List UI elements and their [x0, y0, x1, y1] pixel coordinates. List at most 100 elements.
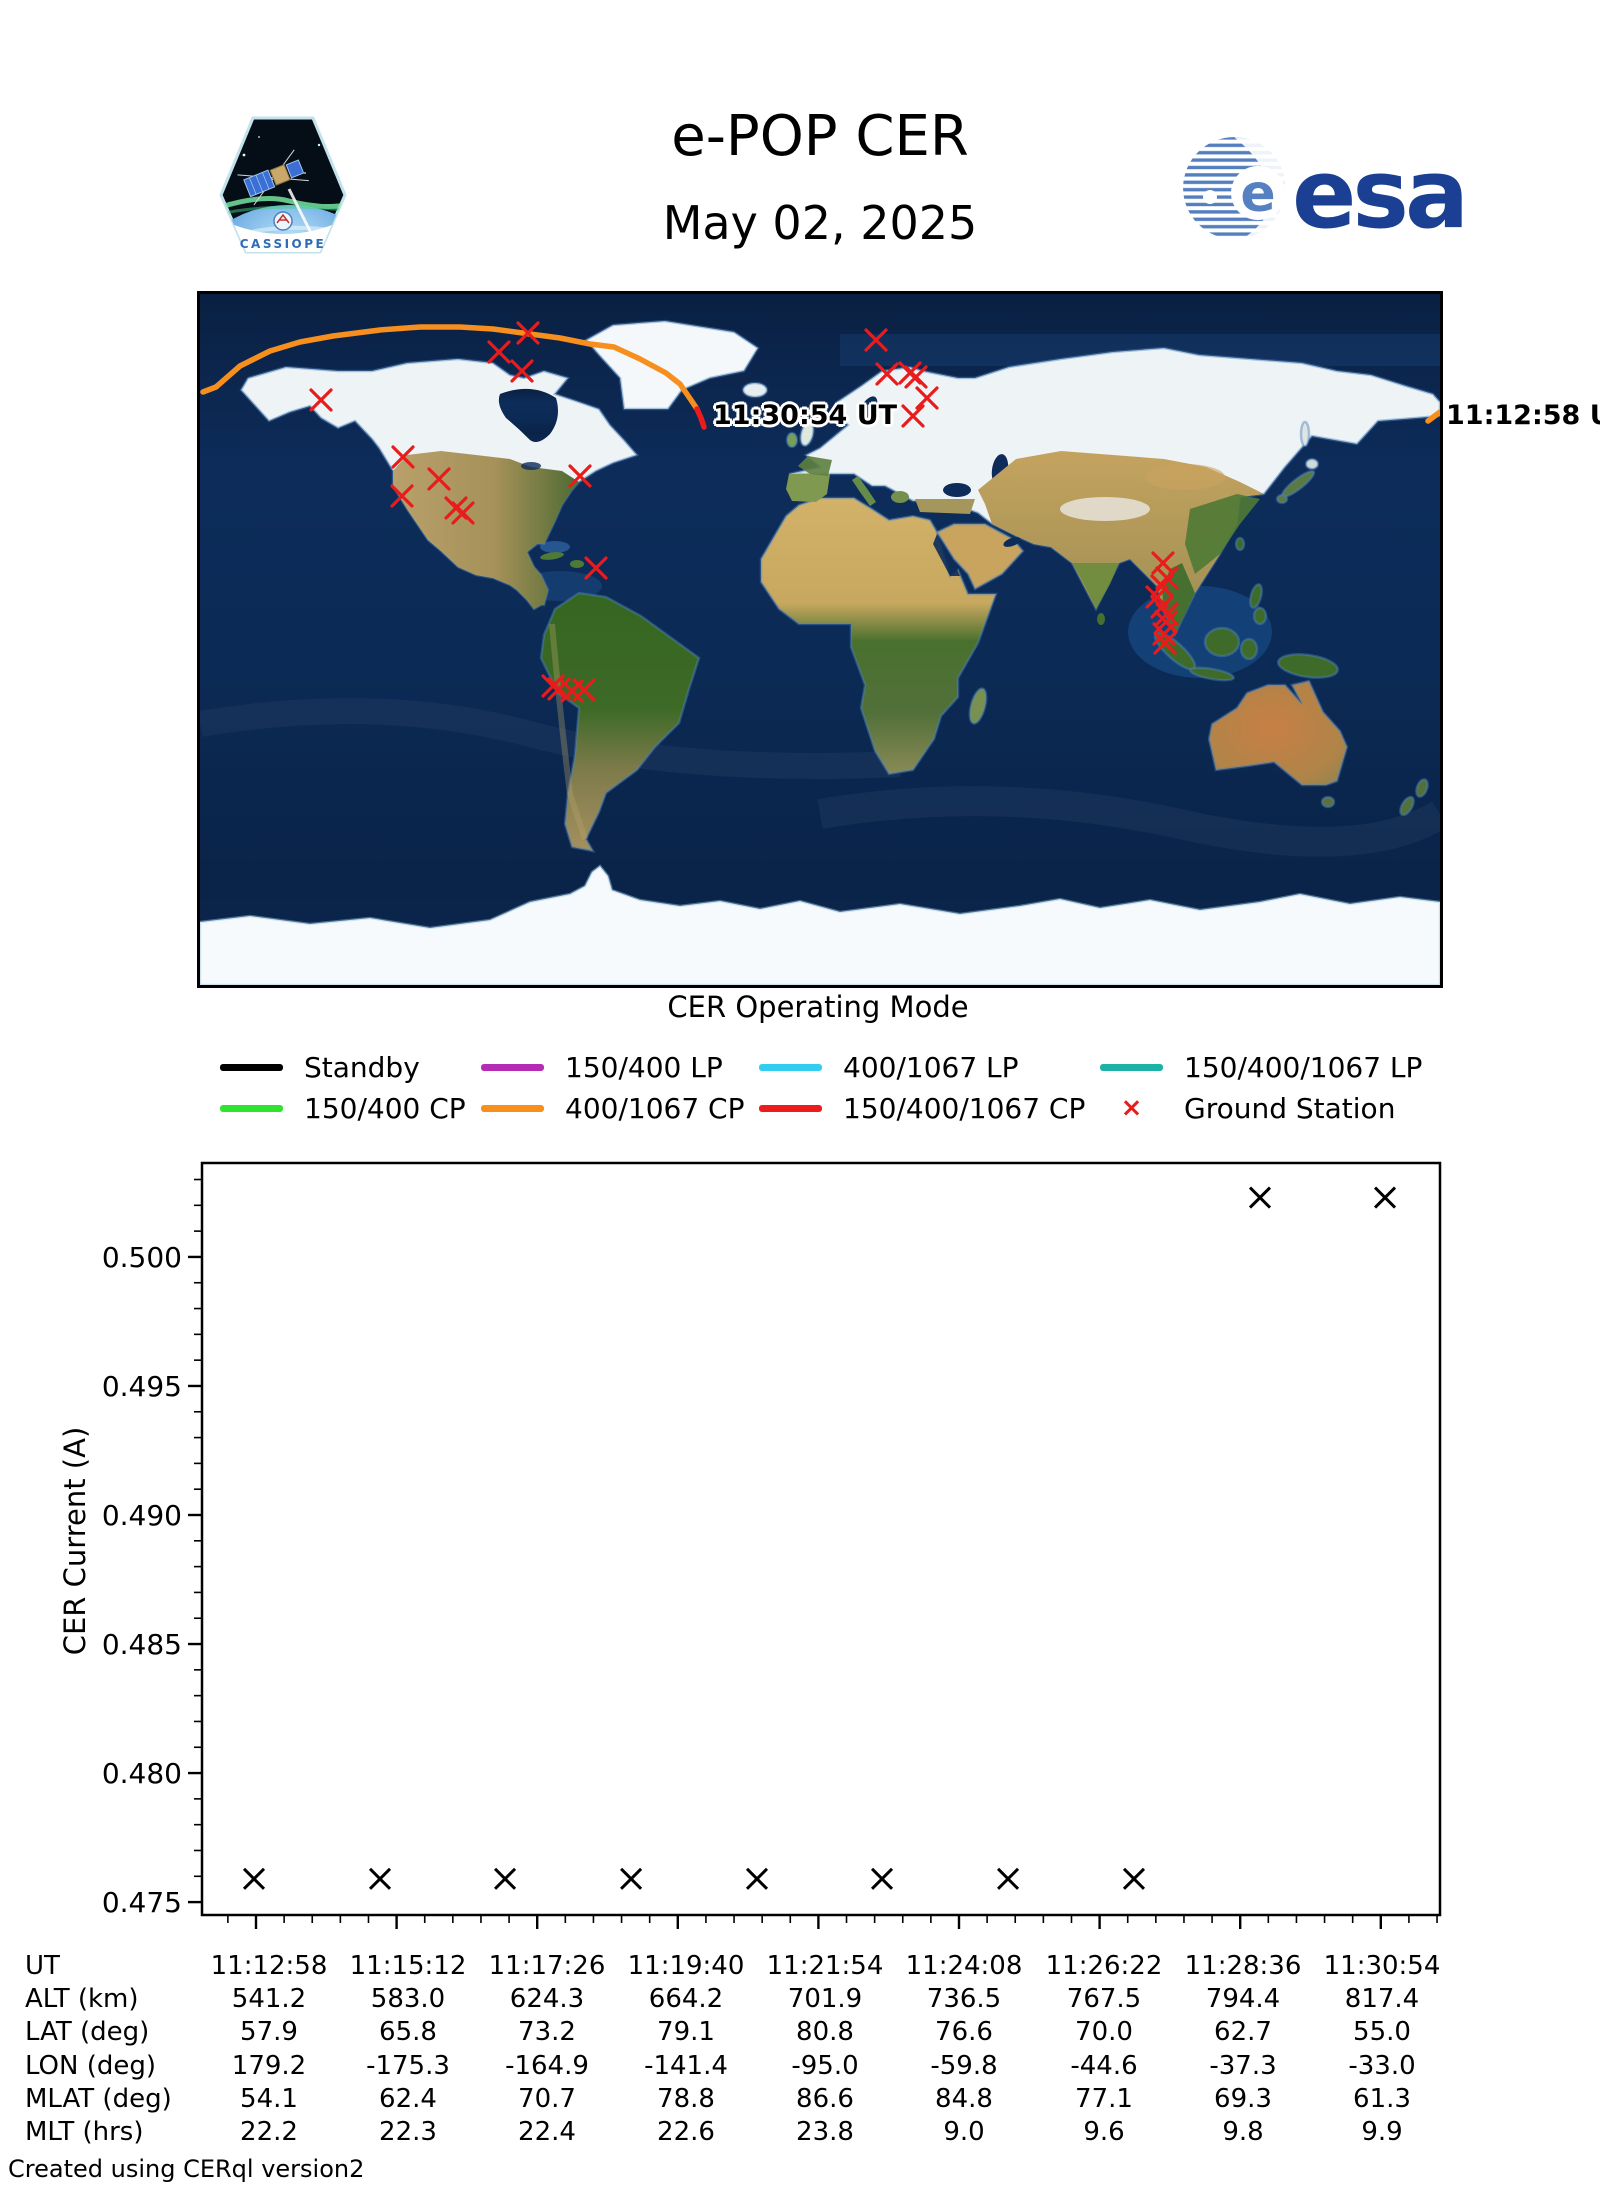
- ground-station-marker: [516, 321, 540, 345]
- table-row-label: UT: [25, 1951, 60, 1981]
- world-map: 11:30:54 UT 11:12:58 UT: [197, 291, 1600, 988]
- y-tick-label: 0.500: [102, 1241, 182, 1274]
- legend-label: 150/400 CP: [304, 1091, 466, 1125]
- patch-satellite: [237, 149, 309, 206]
- ephemeris-table: UT 11:12:58 11:15:12 11:17:26 11:19:40 11:21:…: [0, 1951, 1600, 2156]
- scatter-points: [242, 1186, 1397, 1890]
- table-row: ALT (km) 541.2 583.0 624.3 664.2 701.9 736.5 76…: [0, 1984, 1600, 2017]
- ground-station-marker: [1153, 631, 1177, 655]
- ground-station-marker: [568, 464, 592, 488]
- scatter-point: [242, 1867, 266, 1890]
- ground-station-marker: [390, 484, 414, 508]
- scatter-point: [870, 1867, 894, 1890]
- scatter-point: [494, 1867, 517, 1890]
- table-cell: 541.2: [231, 1984, 307, 2015]
- scatter-point: [1122, 1867, 1146, 1890]
- table-cell: 664.2: [648, 1984, 724, 2015]
- ground-station-marker: [875, 362, 899, 386]
- table-row: MLAT (deg) 54.1 62.4 70.7 78.8 86.6 84.8 77.1 69…: [0, 2084, 1600, 2117]
- y-tick-label: 0.490: [102, 1499, 182, 1532]
- legend-item: 400/1067 LP: [759, 1050, 1019, 1084]
- y-tick-label: 0.495: [102, 1370, 182, 1403]
- legend-item: 150/400/1067 LP: [1100, 1050, 1422, 1084]
- table-cell: 57.9: [240, 2017, 298, 2048]
- legend-title: CER Operating Mode: [667, 990, 969, 1024]
- legend-item: 150/400 LP: [481, 1050, 723, 1084]
- table-row: MLT (hrs) 22.2 22.3 22.4 22.6 23.8 9.0 9.6 9.8 9.…: [0, 2117, 1600, 2150]
- scatter-point: [620, 1867, 643, 1890]
- table-cell: 78.8: [657, 2083, 715, 2114]
- patch-title: CASSIOPE: [240, 237, 327, 251]
- table-cell: 9.8: [1222, 2117, 1264, 2147]
- table-cell: 11:12:58: [210, 1951, 328, 1981]
- table-cell: 11:26:22: [1045, 1951, 1163, 1981]
- table-cell: 76.6: [935, 2017, 993, 2048]
- esa-e-disc: [1231, 166, 1285, 220]
- table-row-label: LON (deg): [25, 2050, 157, 2081]
- page-title: e-POP CER: [671, 104, 969, 169]
- table-cell: 11:30:54: [1323, 1951, 1441, 1981]
- table-cell: 9.0: [943, 2117, 985, 2147]
- world-map-svg: [200, 294, 1440, 985]
- table-cell: -164.9: [505, 2050, 589, 2081]
- table-cell: 54.1: [240, 2083, 298, 2114]
- esa-logo: e esa: [1182, 135, 1472, 250]
- legend-line-swatch: [220, 1063, 283, 1071]
- ground-station-marker: [1155, 602, 1179, 626]
- legend-item: 150/400/1067 CP: [759, 1091, 1085, 1125]
- legend-label: Standby: [304, 1050, 420, 1084]
- ground-station-icon: ×: [1120, 1093, 1143, 1123]
- table-cell: 22.4: [518, 2117, 576, 2147]
- legend-label: 400/1067 LP: [843, 1050, 1019, 1084]
- legend-label: Ground Station: [1184, 1091, 1396, 1125]
- ground-station-marker: [584, 556, 608, 580]
- table-cell: -175.3: [366, 2050, 450, 2081]
- table-cell: 11:28:36: [1184, 1951, 1302, 1981]
- footer-credit: Created using CERql version2: [8, 2155, 365, 2183]
- table-cell: 55.0: [1353, 2017, 1411, 2048]
- table-cell: 583.0: [370, 1984, 446, 2015]
- table-row: LAT (deg) 57.9 65.8 73.2 79.1 80.8 76.6 70.0 62.…: [0, 2017, 1600, 2050]
- legend-item: Standby: [220, 1050, 420, 1084]
- table-row-label: MLT (hrs): [25, 2117, 144, 2147]
- ground-station-marker: [391, 445, 415, 469]
- table-cell: 62.7: [1214, 2017, 1272, 2048]
- esa-e-glyph: e: [1240, 164, 1275, 224]
- ground-station-marker: [309, 388, 333, 412]
- ground-station-marker: [510, 359, 534, 383]
- ground-station-marker: [427, 467, 451, 491]
- table-cell: 23.8: [796, 2117, 854, 2147]
- table-row: UT 11:12:58 11:15:12 11:17:26 11:19:40 11:21:…: [0, 1951, 1600, 1984]
- scatter-point: [1373, 1186, 1397, 1209]
- ground-station-marker: [915, 386, 939, 410]
- patch-band: [234, 225, 332, 252]
- continents: [200, 319, 1440, 985]
- mission-patch: CASSIOPE: [219, 115, 347, 255]
- ground-station-marker: [1150, 574, 1174, 598]
- table-cell: 179.2: [231, 2050, 307, 2081]
- ground-station-marker: [901, 404, 925, 428]
- legend-label: 150/400/1067 CP: [843, 1091, 1086, 1125]
- y-tick-label: 0.485: [102, 1628, 182, 1661]
- table-cell: 701.9: [787, 1984, 863, 2015]
- ground-station-marker: [904, 365, 928, 389]
- table-cell: -59.8: [930, 2050, 998, 2081]
- table-cell: 11:15:12: [349, 1951, 467, 1981]
- table-cell: 736.5: [926, 1984, 1002, 2015]
- y-tick-label: 0.475: [102, 1886, 182, 1919]
- legend-line-swatch: [220, 1104, 283, 1112]
- table-cell: -44.6: [1070, 2050, 1138, 2081]
- ground-station-marker: [572, 678, 596, 702]
- table-row-label: ALT (km): [25, 1984, 139, 2015]
- legend-row-0: Standby 150/400 LP 400/1067 LP 150/400/1067…: [0, 1050, 1600, 1084]
- plot-border: [200, 1161, 1442, 1917]
- table-cell: 22.6: [657, 2117, 715, 2147]
- table-cell: 61.3: [1353, 2083, 1411, 2114]
- legend-item: 150/400 CP: [220, 1091, 466, 1125]
- ground-track: [200, 324, 1440, 430]
- track-segment-150-400-1067-CP: [694, 406, 707, 430]
- table-cell: 22.2: [240, 2117, 298, 2147]
- table-cell: 73.2: [518, 2017, 576, 2048]
- page-date: May 02, 2025: [662, 196, 978, 250]
